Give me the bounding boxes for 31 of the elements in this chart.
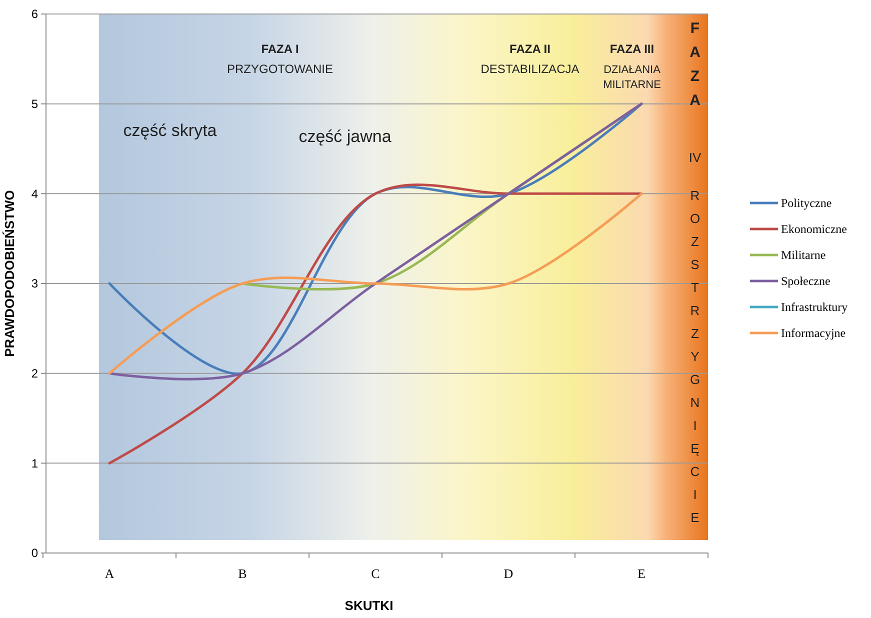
x-tick-label: E: [638, 566, 646, 581]
x-tick-label: D: [504, 566, 514, 581]
annotation: PRZYGOTOWANIE: [226, 62, 334, 76]
x-tick-label: C: [371, 566, 380, 581]
annotation: IV: [688, 150, 702, 165]
annotation: część jawna: [298, 127, 392, 146]
y-tick-label: 1: [31, 456, 38, 470]
annotation: DZIAŁANIA MILITARNE: [603, 64, 662, 91]
legend-label: Infrastruktury: [781, 300, 848, 314]
annotation: ROZSTRZYGNIĘCIE: [688, 188, 702, 533]
y-tick-label: 4: [31, 186, 38, 201]
annotation: część skryta: [123, 121, 218, 140]
y-tick-label: 2: [31, 366, 38, 381]
x-axis-title: SKUTKI: [344, 598, 394, 613]
legend-label: Militarne: [781, 248, 826, 262]
annotation: FAZA I: [261, 42, 299, 56]
y-tick-label: 3: [31, 276, 38, 291]
annotation: FAZA: [686, 20, 704, 116]
y-tick-label: 6: [31, 7, 38, 22]
annotation: FAZA III: [610, 42, 654, 56]
y-tick-label: 5: [31, 97, 38, 112]
legend-label: Społeczne: [781, 274, 830, 288]
y-tick-label: 0: [31, 546, 38, 560]
y-axis-title: PRAWDOPODOBIEŃSTWO: [2, 190, 17, 357]
annotation: FAZA II: [510, 42, 550, 56]
legend-label: Polityczne: [781, 196, 832, 210]
legend-label: Ekonomiczne: [781, 222, 847, 236]
annotation: DESTABILIZACJA: [480, 62, 580, 76]
legend-label: Informacyjne: [781, 326, 846, 340]
x-tick-label: B: [238, 566, 248, 581]
x-tick-label: A: [104, 566, 115, 581]
